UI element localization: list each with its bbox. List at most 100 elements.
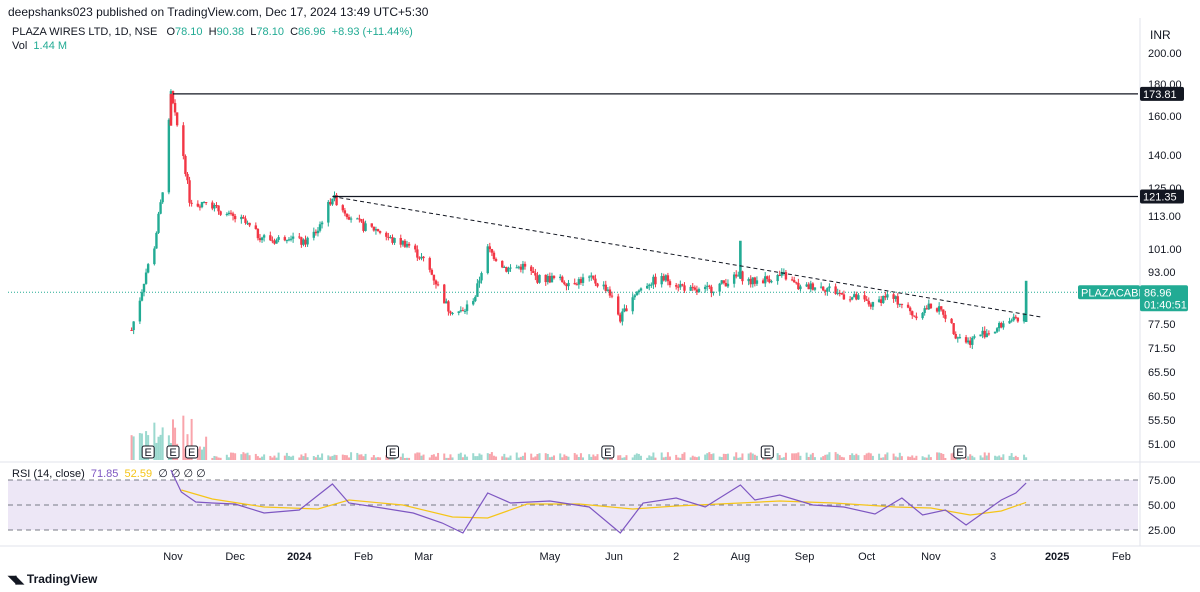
volume-bar [652,452,655,460]
candle-body [908,307,912,312]
volume-bar [474,456,477,460]
volume-bar [712,453,715,460]
volume-bar [385,455,388,460]
volume-bar [907,456,910,460]
candle-body [639,288,643,291]
time-axis-label: Oct [858,551,875,563]
volume-bar [749,452,752,460]
candle-body [304,239,307,245]
candle-body [689,286,692,291]
candle-body [418,257,421,259]
candle-body [144,272,148,284]
candle-body [1022,314,1026,322]
volume-bar [623,457,626,460]
candle-body [935,308,939,312]
volume-bar [983,452,986,460]
symbol-tag-label: PLAZACABLE [1081,287,1152,299]
candle-body [300,237,303,245]
volume-bar [341,454,344,460]
candle-body [190,202,193,204]
candle-body [579,279,583,283]
volume-bar [348,457,351,460]
volume-bar [451,457,454,460]
volume-bar [689,457,692,460]
volume-bar [751,453,754,460]
volume-bar [524,452,527,460]
candle-body [987,333,991,335]
trendline [332,196,1043,318]
candle-body [428,258,431,270]
open-label: O [166,26,176,38]
candle-body [836,292,839,294]
candle-body [391,237,394,243]
candle-body [213,205,216,209]
volume-bar [530,453,533,460]
volume-bar [679,457,682,460]
volume-bar [828,452,831,460]
candle-body [761,280,765,284]
volume-bar [780,457,783,460]
rsi-tick-label: 25.00 [1148,525,1176,537]
currency-label[interactable]: INR [1150,28,1171,42]
candle-body [552,275,556,279]
price-tick-label: 77.50 [1148,319,1176,331]
volume-bar [345,455,348,460]
candle-body [449,311,452,314]
candle-body [993,331,997,334]
volume-bar [374,457,377,460]
rsi-value: 71.85 [90,468,119,480]
volume-bar [449,454,452,460]
candle-body [275,239,278,244]
volume-bar [691,455,694,460]
volume-bar [737,457,740,460]
candle-body [451,312,454,314]
earnings-marker-label: E [169,447,176,459]
volume-bar [650,456,653,460]
candle-body [594,278,597,284]
earnings-marker-label: E [956,447,963,459]
candle-body [153,248,156,265]
candle-body [1002,323,1005,328]
candle-body [900,303,904,305]
ohlc-legend: PLAZA WIRES LTD, 1D, NSE O78.10 H90.38 L… [12,26,413,38]
candle-body [432,274,436,281]
candle-body [521,263,525,270]
volume-bar [227,457,230,460]
volume-bar [892,453,895,460]
candle-body [793,280,796,283]
candle-body [867,300,870,305]
rsi-label: RSI (14, close) [12,468,85,480]
tradingview-footer[interactable]: ◥◣ TradingView [8,572,97,586]
candle-body [853,294,856,298]
volume-bar [693,456,696,460]
volume-bar [660,452,663,460]
volume-bar [579,453,582,460]
candle-body [204,202,208,204]
volume-label: Vol [12,40,28,52]
volume-value: 1.44 M [33,40,68,52]
candle-body [544,274,547,283]
volume-bar [358,454,361,460]
volume-bar [312,455,315,460]
volume-bar [263,454,266,460]
candle-body [674,285,678,287]
earnings-marker [185,445,199,459]
candle-body [822,286,825,291]
candle-body [434,280,438,285]
candle-body [231,213,235,216]
candle-body [923,308,926,313]
volume-bar [619,455,622,460]
volume-bar [414,453,417,460]
candle-body [906,304,910,308]
candle-body [741,271,744,282]
volume-bar [797,452,800,460]
volume-bar [577,456,580,460]
volume-bar [664,456,667,460]
volume-bar [1002,454,1005,460]
candle-body [490,249,494,253]
candle-body [443,284,446,304]
close-value: 86.96 [298,26,326,38]
volume-bar [633,454,636,460]
symbol-tag [1078,285,1140,300]
